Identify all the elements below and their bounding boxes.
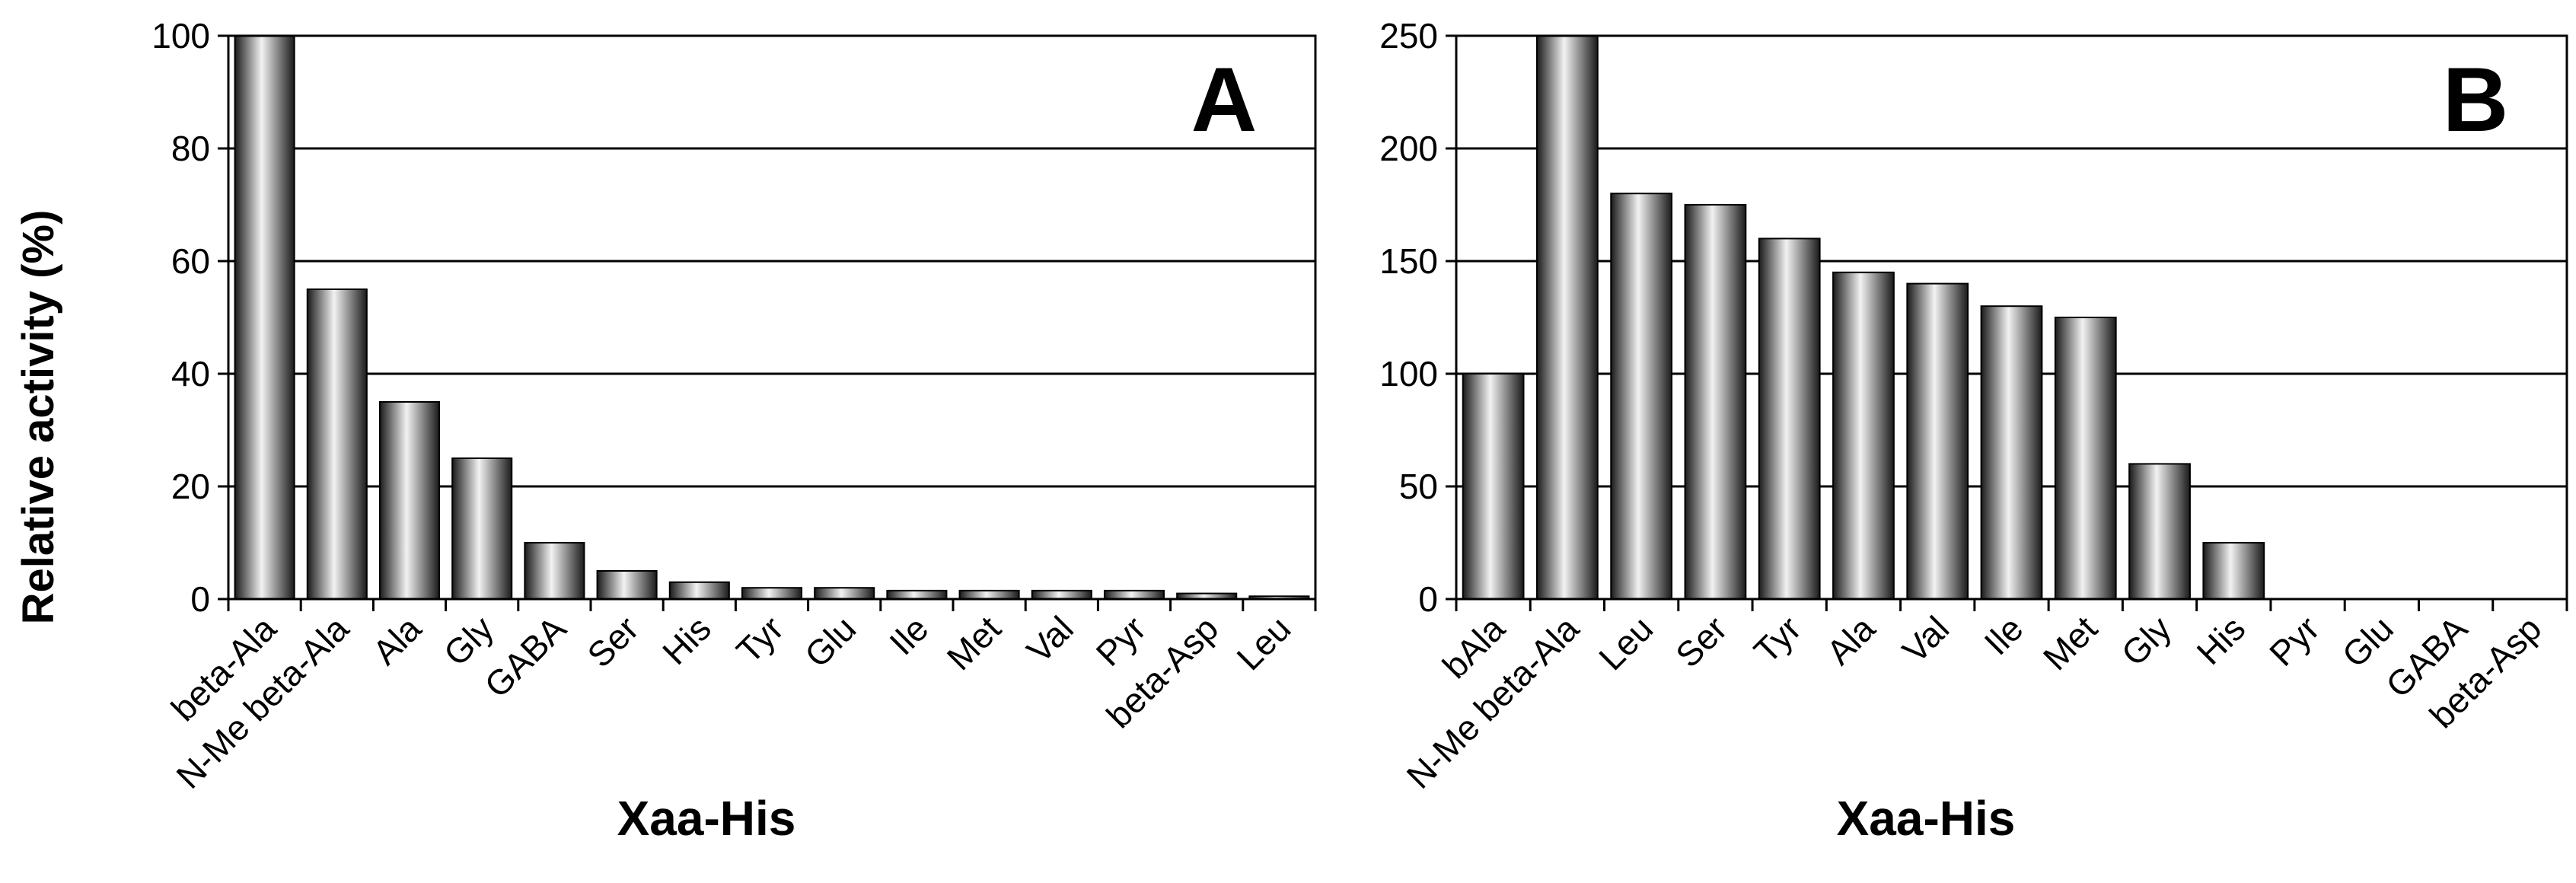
bar-b-3: [1610, 193, 1673, 600]
y-tick-label: 100: [1379, 354, 1438, 394]
bar-b-6: [1832, 271, 1895, 600]
y-tick-label: 200: [1379, 129, 1438, 168]
x-tick-label: Val: [1019, 608, 1080, 670]
x-tick-label: Pyr: [2262, 608, 2327, 674]
y-tick-label: 0: [190, 579, 210, 619]
bar-b-4: [1684, 204, 1747, 600]
plot-frame: [1455, 34, 2568, 601]
x-tick-label: His: [2189, 608, 2253, 672]
y-tick-label: 60: [171, 241, 210, 281]
x-tick-label: Val: [1895, 608, 1956, 670]
x-tick-label: His: [655, 608, 719, 672]
x-tick-label: Met: [2036, 608, 2105, 677]
bar-a-5: [524, 542, 585, 600]
bar-a-9: [814, 587, 875, 601]
x-tick-label: Ile: [1976, 608, 2030, 662]
bar-b-11: [2202, 542, 2265, 600]
bar-a-3: [378, 401, 441, 600]
x-tick-label: Ala: [1819, 608, 1883, 672]
x-tick-label: GABA: [477, 608, 573, 705]
y-tick-label: 150: [1379, 241, 1438, 281]
x-tick-label: Tyr: [728, 608, 791, 671]
x-tick-label: Tyr: [1746, 608, 1809, 671]
panel-label-b: B: [2443, 49, 2509, 151]
y-tick-label: 80: [171, 129, 210, 168]
y-tick-label: 0: [1418, 579, 1438, 619]
x-axis-title-b: Xaa-His: [1837, 791, 2016, 846]
bar-a-7: [668, 581, 730, 600]
y-tick-label: 40: [171, 354, 210, 394]
panel-label-a: A: [1191, 49, 1258, 151]
y-tick-label: 250: [1379, 16, 1438, 56]
y-tick-label: 100: [151, 16, 210, 56]
bar-a-12: [1031, 589, 1092, 601]
bar-b-5: [1758, 237, 1821, 600]
x-tick-label: Ile: [882, 608, 936, 662]
bar-b-7: [1906, 282, 1969, 600]
bar-a-1: [234, 35, 295, 600]
x-tick-label: Leu: [1591, 608, 1660, 677]
plot-frame: [227, 34, 1317, 601]
bar-b-9: [2054, 317, 2117, 600]
bar-a-11: [958, 589, 1020, 601]
y-tick-label: 20: [171, 467, 210, 506]
x-tick-label: Ala: [365, 608, 429, 672]
bar-b-8: [1980, 305, 2043, 600]
x-tick-label: Ser: [1668, 608, 1734, 674]
x-tick-label: Ser: [579, 608, 646, 674]
bar-a-2: [306, 288, 368, 600]
bar-a-6: [596, 570, 658, 600]
x-tick-label: Leu: [1229, 608, 1298, 677]
bar-a-13: [1103, 589, 1165, 601]
y-tick-label: 50: [1399, 467, 1438, 506]
y-axis-title: Relative activity (%): [14, 210, 63, 625]
bar-b-1: [1462, 373, 1525, 600]
x-tick-label: Glu: [797, 608, 863, 674]
bar-a-4: [451, 457, 513, 600]
bar-a-8: [741, 587, 803, 601]
x-tick-label: Gly: [2114, 608, 2179, 674]
x-tick-label: Met: [939, 608, 1009, 677]
bar-b-10: [2128, 463, 2191, 601]
bar-b-2: [1536, 35, 1599, 600]
x-axis-title-a: Xaa-His: [617, 791, 796, 846]
bar-a-10: [886, 589, 948, 601]
